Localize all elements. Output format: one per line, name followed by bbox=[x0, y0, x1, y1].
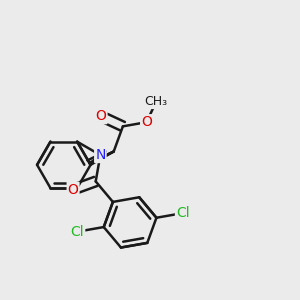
Text: O: O bbox=[141, 115, 152, 129]
Text: N: N bbox=[95, 148, 106, 162]
Text: O: O bbox=[96, 109, 106, 123]
Text: CH₃: CH₃ bbox=[145, 95, 168, 108]
Text: O: O bbox=[68, 183, 79, 196]
Text: Cl: Cl bbox=[176, 206, 190, 220]
Text: Cl: Cl bbox=[70, 225, 84, 239]
